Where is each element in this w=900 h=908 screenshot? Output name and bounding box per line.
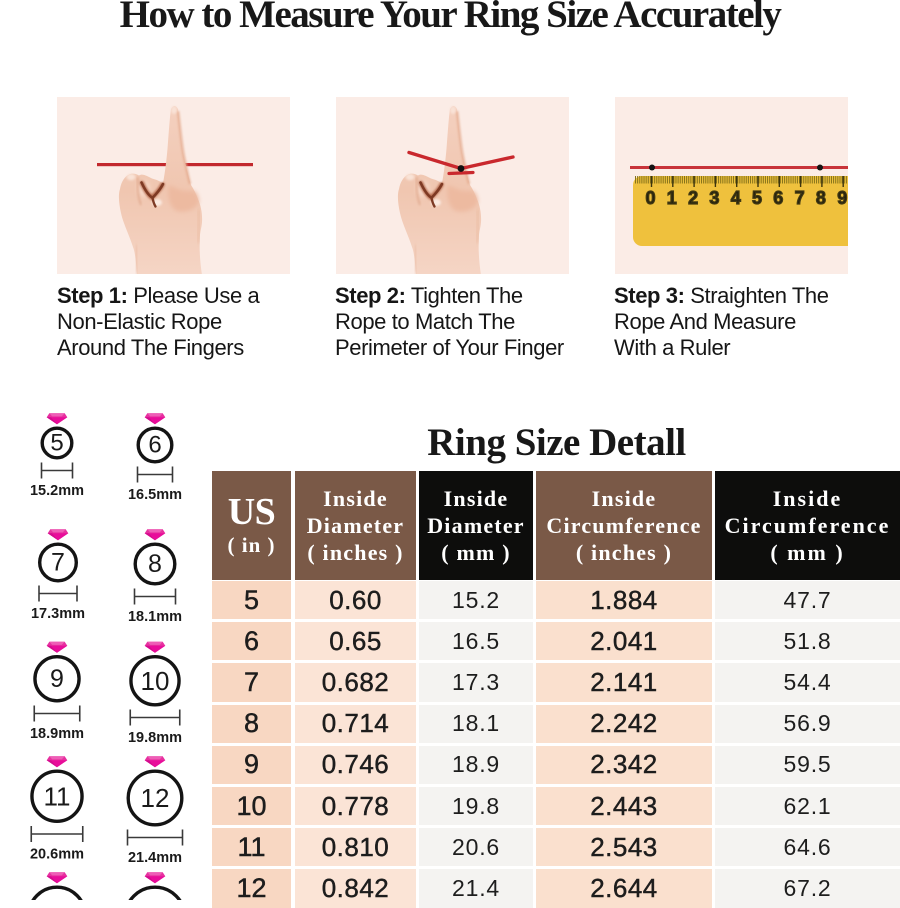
svg-text:17.3mm: 17.3mm <box>31 606 85 622</box>
svg-text:9: 9 <box>837 188 847 208</box>
svg-text:0: 0 <box>645 188 655 208</box>
svg-text:20.6mm: 20.6mm <box>30 847 84 863</box>
svg-text:16.5mm: 16.5mm <box>128 487 182 503</box>
svg-text:12: 12 <box>141 783 170 813</box>
svg-text:21.4mm: 21.4mm <box>128 850 182 866</box>
svg-text:5: 5 <box>50 430 63 457</box>
svg-text:18.9mm: 18.9mm <box>30 726 84 742</box>
svg-text:8: 8 <box>148 550 162 578</box>
svg-text:18.1mm: 18.1mm <box>128 609 182 625</box>
svg-text:6: 6 <box>773 188 783 208</box>
svg-text:2: 2 <box>688 188 698 208</box>
svg-text:5: 5 <box>752 188 762 208</box>
svg-text:7: 7 <box>51 549 65 577</box>
svg-text:9: 9 <box>50 665 64 693</box>
svg-text:11: 11 <box>44 781 71 811</box>
svg-text:15.2mm: 15.2mm <box>30 483 84 499</box>
svg-text:3: 3 <box>709 188 719 208</box>
svg-text:7: 7 <box>795 188 805 208</box>
svg-text:6: 6 <box>148 432 161 459</box>
svg-text:1: 1 <box>667 188 677 208</box>
svg-text:10: 10 <box>141 666 170 696</box>
svg-text:8: 8 <box>816 188 826 208</box>
svg-text:4: 4 <box>731 188 741 208</box>
svg-text:19.8mm: 19.8mm <box>128 730 182 746</box>
